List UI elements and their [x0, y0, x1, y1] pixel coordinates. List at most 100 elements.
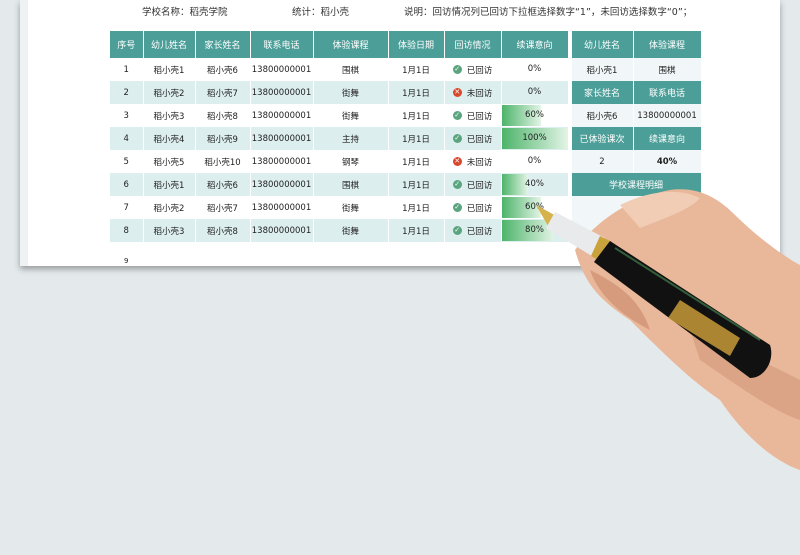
check-circle-icon: ✓ [452, 111, 462, 120]
phone[interactable]: 13800000001 [250, 127, 314, 150]
column-header[interactable]: 幼儿姓名 [143, 31, 196, 58]
phone[interactable]: 13800000001 [250, 58, 314, 81]
row-number[interactable]: 2 [110, 81, 144, 104]
course[interactable]: 街舞 [313, 81, 389, 104]
intent-value: 0% [527, 64, 542, 74]
date[interactable]: 1月1日 [388, 196, 445, 219]
child-name[interactable]: 稻小壳1 [143, 58, 196, 81]
intent-value: 100% [522, 133, 547, 143]
side-value[interactable]: 稻小壳1 [571, 58, 634, 81]
intent-cell[interactable]: 60% [501, 196, 569, 219]
parent-name[interactable]: 稻小壳7 [195, 196, 251, 219]
course[interactable]: 街舞 [313, 104, 389, 127]
x-circle-icon: ✕ [452, 88, 462, 97]
followup-status[interactable]: ✓ 已回访 [444, 58, 502, 81]
course[interactable]: 围棋 [313, 58, 389, 81]
intent-cell[interactable]: 60% [501, 104, 569, 127]
date[interactable]: 1月1日 [388, 219, 445, 242]
row-number: 9 [110, 242, 144, 265]
gap [568, 58, 572, 81]
row-number[interactable]: 1 [110, 58, 144, 81]
phone[interactable]: 13800000001 [250, 150, 314, 173]
intent-value: 80% [525, 225, 544, 235]
date[interactable]: 1月1日 [388, 173, 445, 196]
check-circle-icon: ✓ [452, 226, 462, 235]
date[interactable]: 1月1日 [388, 104, 445, 127]
column-header[interactable]: 续课意向 [501, 31, 569, 58]
row-number[interactable]: 7 [110, 196, 144, 219]
row-number[interactable]: 5 [110, 150, 144, 173]
parent-name[interactable]: 稻小壳7 [195, 81, 251, 104]
phone[interactable]: 13800000001 [250, 173, 314, 196]
school-name: 学校名称：稻壳学院 [142, 7, 228, 18]
intent-bar [501, 128, 567, 149]
column-header[interactable]: 回访情况 [444, 31, 502, 58]
parent-name[interactable]: 稻小壳8 [195, 219, 251, 242]
intent-cell[interactable]: 0% [501, 150, 569, 173]
parent-name[interactable]: 稻小壳6 [195, 58, 251, 81]
followup-status[interactable]: ✓ 已回访 [444, 219, 502, 242]
phone[interactable]: 13800000001 [250, 104, 314, 127]
side-value[interactable]: 2 [571, 150, 634, 173]
intent-cell[interactable]: 0% [501, 81, 569, 104]
parent-name[interactable]: 稻小壳9 [195, 127, 251, 150]
row-number[interactable]: 3 [110, 104, 144, 127]
phone[interactable]: 13800000001 [250, 219, 314, 242]
course[interactable]: 街舞 [313, 196, 389, 219]
status-text: 未回访 [466, 88, 493, 99]
phone[interactable]: 13800000001 [250, 81, 314, 104]
course[interactable]: 钢琴 [313, 150, 389, 173]
table-row: 7 稻小壳2 稻小壳7 13800000001 街舞 1月1日 ✓ 已回访 60%… [110, 196, 702, 219]
course[interactable]: 街舞 [313, 219, 389, 242]
phone[interactable]: 13800000001 [250, 196, 314, 219]
side-header: 联系电话 [633, 81, 702, 104]
child-name[interactable]: 稻小壳1 [143, 173, 196, 196]
course[interactable]: 围棋 [313, 173, 389, 196]
column-header[interactable]: 序号 [110, 31, 144, 58]
followup-status[interactable]: ✓ 已回访 [444, 196, 502, 219]
side-value[interactable]: 13800000001 [633, 104, 702, 127]
child-name[interactable]: 稻小壳3 [143, 104, 196, 127]
child-name[interactable]: 稻小壳3 [143, 219, 196, 242]
table-row: 9 [110, 242, 702, 265]
table-row: 6 稻小壳1 稻小壳6 13800000001 围棋 1月1日 ✓ 已回访 40%… [110, 173, 702, 196]
followup-status[interactable]: ✓ 已回访 [444, 104, 502, 127]
column-header[interactable]: 联系电话 [250, 31, 314, 58]
row-number[interactable]: 8 [110, 219, 144, 242]
intent-value: 0% [527, 156, 542, 166]
date[interactable]: 1月1日 [388, 81, 445, 104]
child-name[interactable]: 稻小壳2 [143, 196, 196, 219]
gap [568, 104, 572, 127]
followup-status[interactable]: ✕ 未回访 [444, 150, 502, 173]
date[interactable]: 1月1日 [388, 150, 445, 173]
side-value[interactable]: 围棋 [633, 58, 702, 81]
parent-name[interactable]: 稻小壳8 [195, 104, 251, 127]
intent-cell[interactable]: 40% [501, 173, 569, 196]
table-row: 4 稻小壳4 稻小壳9 13800000001 主持 1月1日 ✓ 已回访 100… [110, 127, 702, 150]
column-header[interactable]: 体验课程 [313, 31, 389, 58]
followup-status[interactable]: ✕ 未回访 [444, 81, 502, 104]
intent-cell[interactable]: 0% [501, 58, 569, 81]
child-name[interactable]: 稻小壳4 [143, 127, 196, 150]
check-circle-icon: ✓ [452, 180, 462, 189]
side-value[interactable]: 稻小壳6 [571, 104, 634, 127]
side-header: 续课意向 [633, 127, 702, 150]
child-name[interactable]: 稻小壳5 [143, 150, 196, 173]
column-header[interactable]: 家长姓名 [195, 31, 251, 58]
followup-status[interactable]: ✓ 已回访 [444, 127, 502, 150]
row-number[interactable]: 4 [110, 127, 144, 150]
parent-name[interactable]: 稻小壳6 [195, 173, 251, 196]
intent-cell[interactable]: 100% [501, 127, 569, 150]
row-number[interactable]: 6 [110, 173, 144, 196]
column-header[interactable]: 体验日期 [388, 31, 445, 58]
status-text: 已回访 [466, 111, 493, 122]
intent-value: 60% [525, 110, 544, 120]
child-name[interactable]: 稻小壳2 [143, 81, 196, 104]
side-value[interactable]: 40% [633, 150, 702, 173]
date[interactable]: 1月1日 [388, 127, 445, 150]
date[interactable]: 1月1日 [388, 58, 445, 81]
followup-status[interactable]: ✓ 已回访 [444, 173, 502, 196]
parent-name[interactable]: 稻小壳10 [195, 150, 251, 173]
course[interactable]: 主持 [313, 127, 389, 150]
